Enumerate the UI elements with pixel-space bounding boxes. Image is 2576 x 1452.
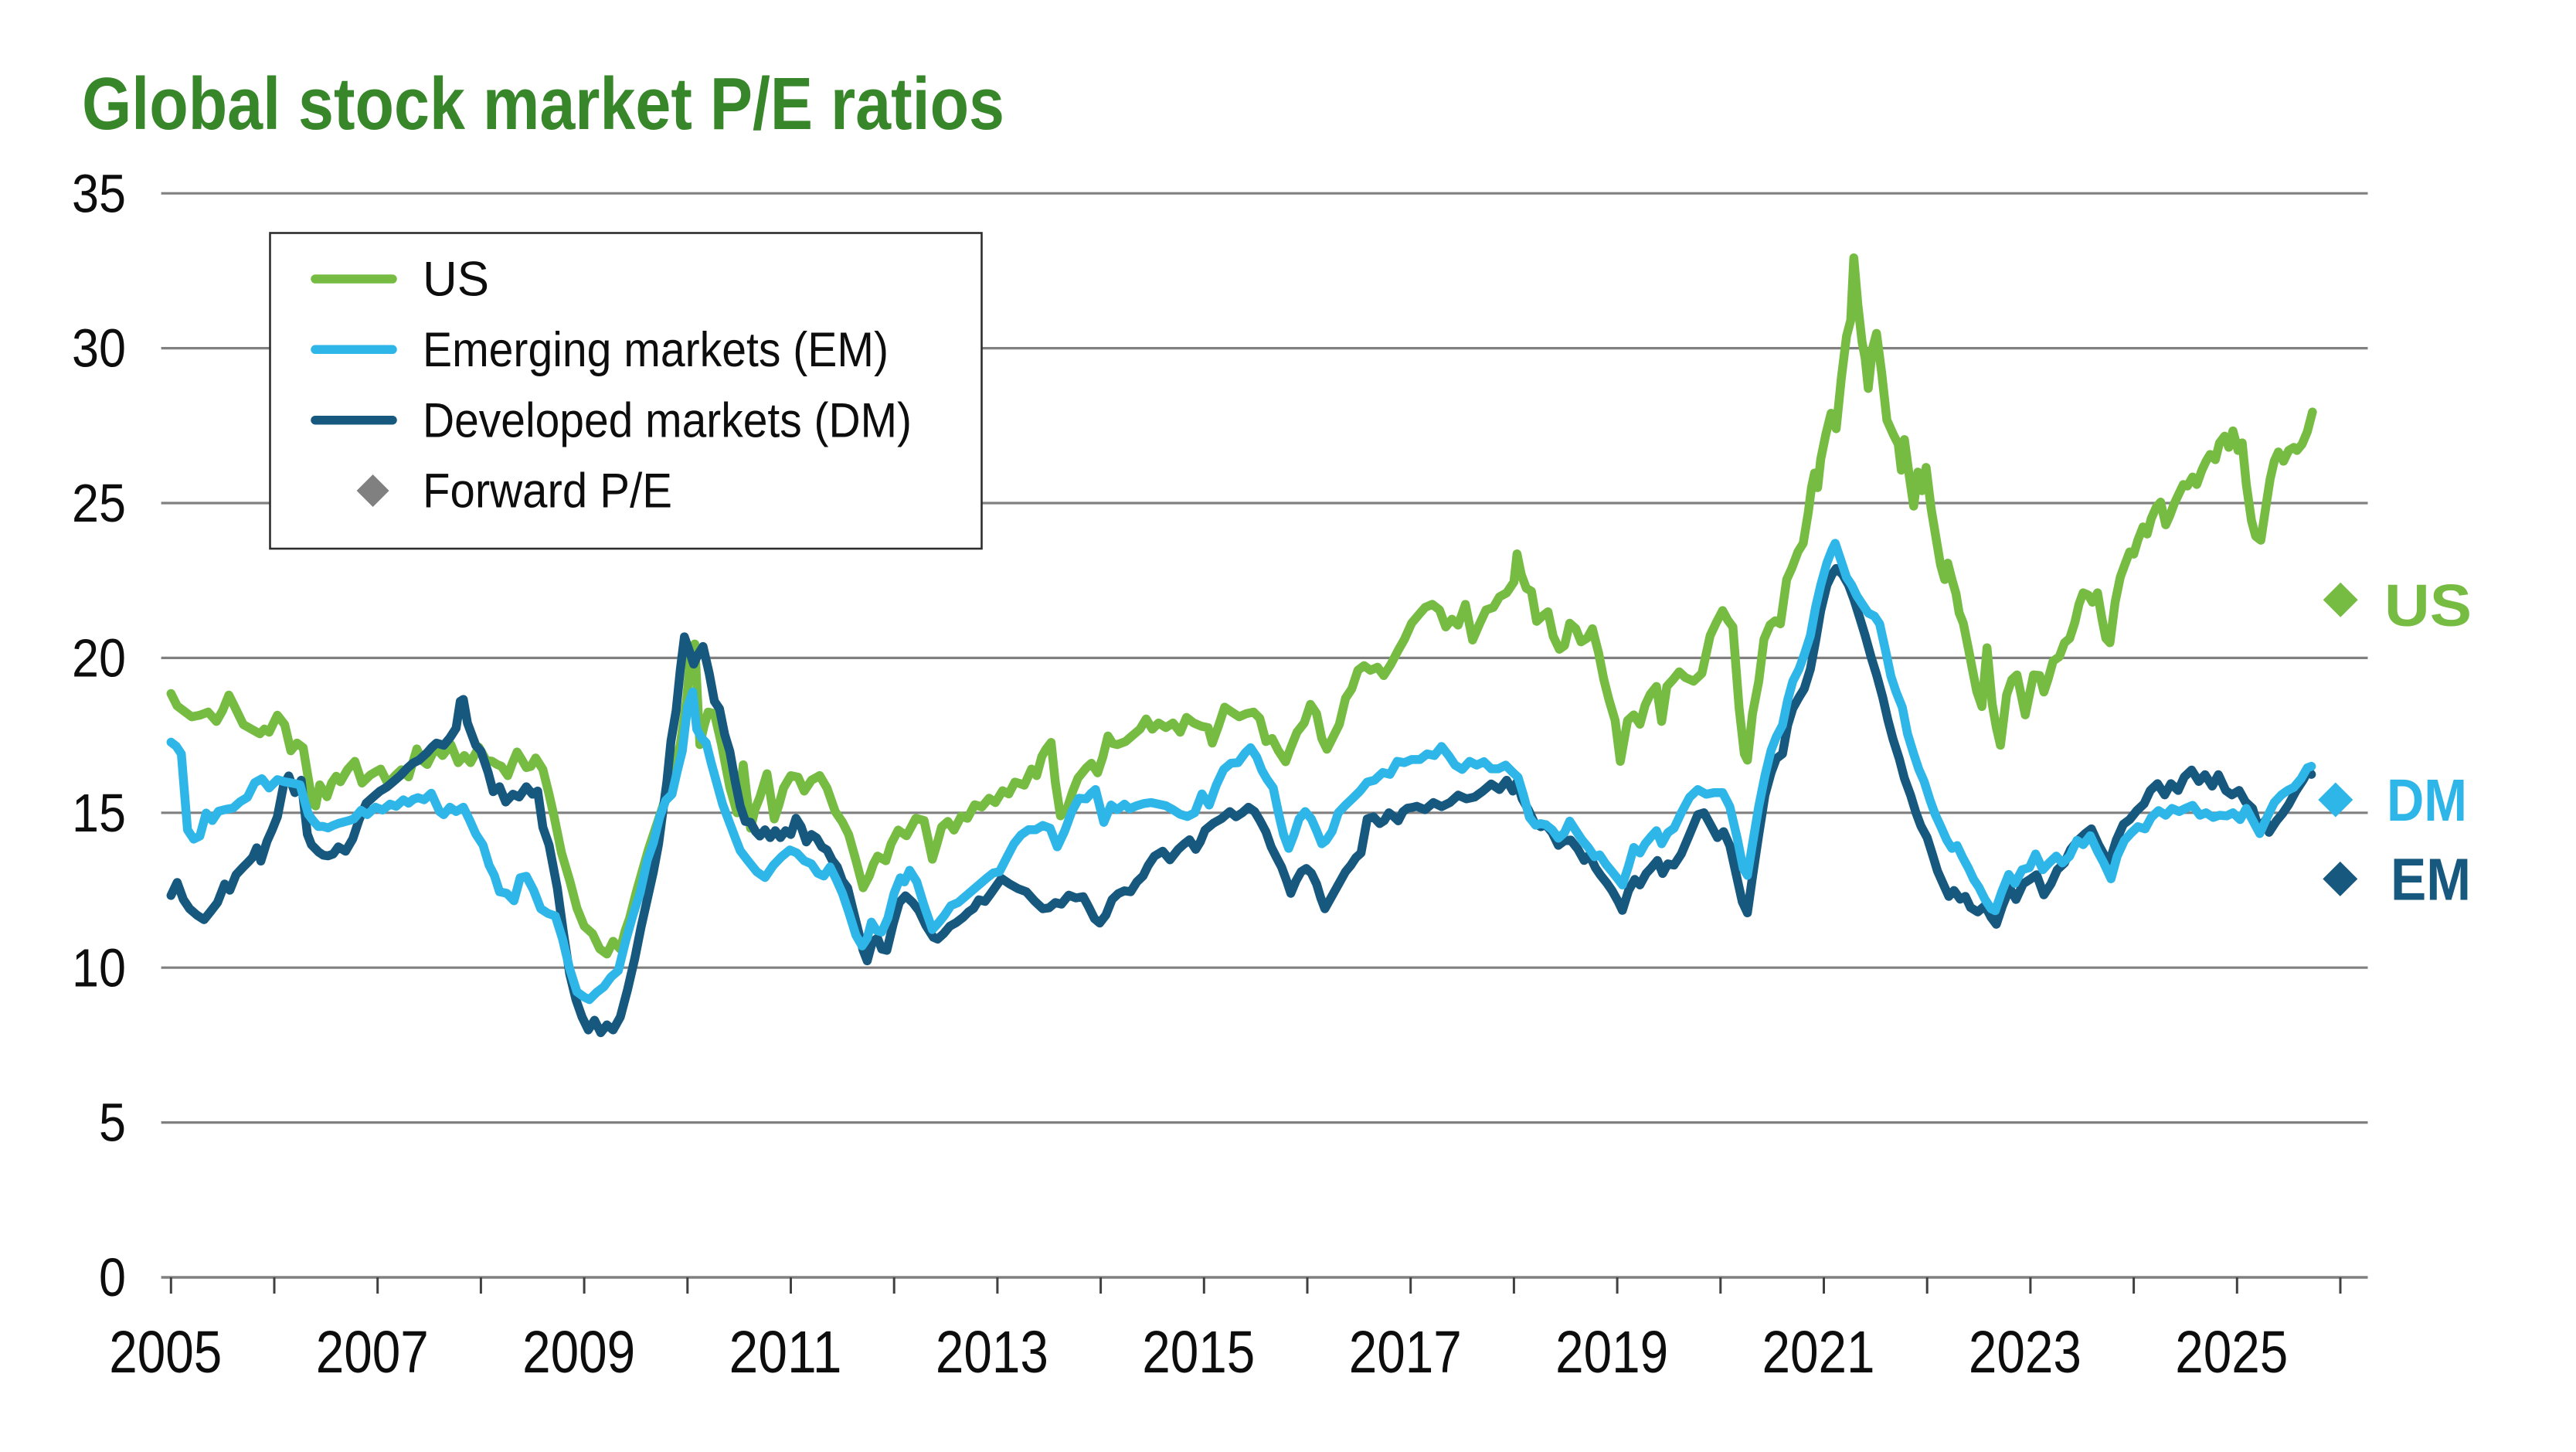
svg-text:2019: 2019 bbox=[1555, 1319, 1668, 1386]
svg-text:30: 30 bbox=[72, 318, 126, 379]
svg-text:2021: 2021 bbox=[1762, 1319, 1875, 1386]
svg-text:2015: 2015 bbox=[1142, 1319, 1255, 1386]
svg-text:2017: 2017 bbox=[1349, 1319, 1462, 1386]
svg-text:2025: 2025 bbox=[2175, 1319, 2288, 1386]
svg-text:Forward P/E: Forward P/E bbox=[423, 464, 672, 519]
svg-text:35: 35 bbox=[72, 163, 126, 223]
svg-text:2023: 2023 bbox=[1969, 1319, 2082, 1386]
svg-text:10: 10 bbox=[72, 937, 126, 998]
svg-text:Emerging markets (EM): Emerging markets (EM) bbox=[423, 323, 889, 377]
svg-text:Developed markets (DM): Developed markets (DM) bbox=[423, 393, 912, 447]
svg-text:2011: 2011 bbox=[729, 1319, 842, 1386]
svg-text:2007: 2007 bbox=[316, 1319, 429, 1386]
svg-text:EM: EM bbox=[2391, 846, 2471, 913]
svg-text:DM: DM bbox=[2387, 767, 2467, 834]
svg-text:2005: 2005 bbox=[109, 1319, 222, 1386]
svg-text:2009: 2009 bbox=[522, 1319, 635, 1386]
svg-text:25: 25 bbox=[72, 473, 126, 533]
svg-text:Global stock market P/E ratios: Global stock market P/E ratios bbox=[82, 63, 1004, 145]
svg-text:5: 5 bbox=[99, 1093, 126, 1153]
svg-text:0: 0 bbox=[99, 1247, 126, 1307]
svg-text:15: 15 bbox=[72, 783, 126, 843]
svg-text:US: US bbox=[423, 253, 489, 307]
svg-text:US: US bbox=[2384, 573, 2472, 639]
svg-text:20: 20 bbox=[72, 628, 126, 689]
svg-text:2013: 2013 bbox=[936, 1319, 1048, 1386]
